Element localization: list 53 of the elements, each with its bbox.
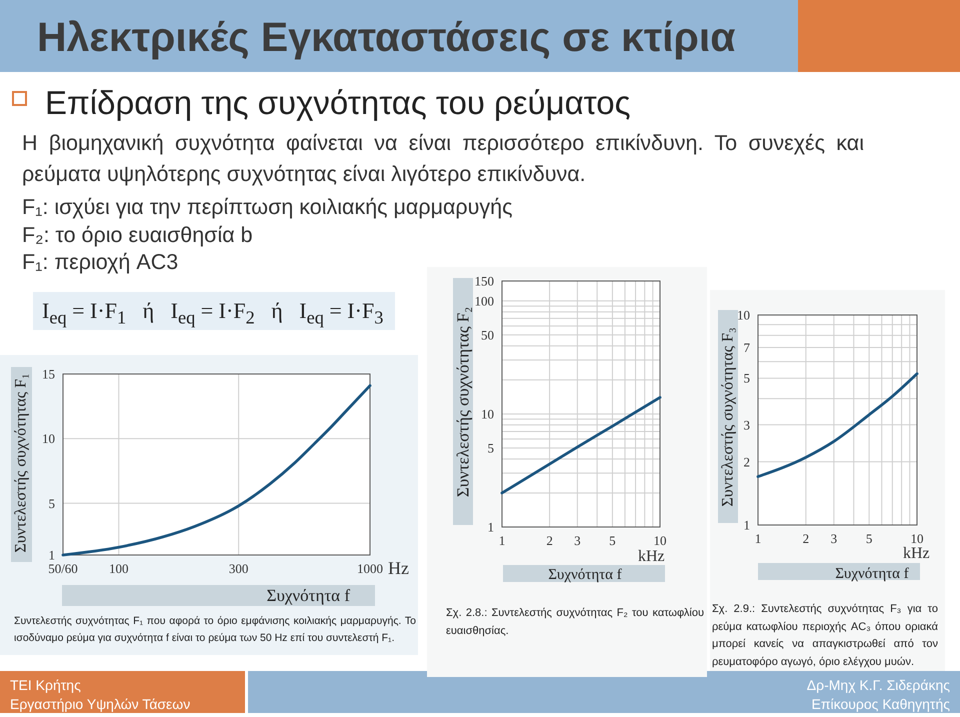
x-tick-label: 3 [574,533,581,548]
y-tick-label: 10 [42,431,55,446]
x-tick-label: 300 [228,561,248,576]
y-tick-label: 3 [744,417,750,432]
text: F₂: το όριο ευαισθησία b [22,223,253,247]
y-tick-label: 10 [481,406,494,422]
x-axis-title: Συχνότητα f [548,567,622,583]
y-axis-title: Συντελεστής συχνότητας F₁ [12,373,30,553]
y-tick-label: 5 [488,440,494,456]
y-tick-label: 100 [474,293,494,308]
x-axis-title: Συχνότητα f [266,586,350,605]
y-tick-label: 1 [48,548,55,562]
text: Επίδραση της συχνότητας του ρεύματος [45,84,630,121]
y-tick-label: 2 [744,454,750,470]
y-tick-label: 15 [42,366,55,382]
x-tick-label: 2 [546,533,553,548]
text: Η βιομηχανική συχνότητα φαίνεται να είναι περισσότερο επικίνδυνη. Το συνεχές και ρεύματα υψηλότερης συχνότητας είναι λιγότερο επικίνδυνα. [22,130,864,188]
y-axis-title: Συντελεστής συχνότητας F₃ [720,327,736,507]
x-axis-title: Συχνότητα f [835,566,909,582]
x-tick-label: 10 [654,533,666,548]
y-tick-label: 5 [744,370,750,386]
text: TEI Κρήτης [10,677,81,693]
text: F₁: περιοχή AC3 [22,250,178,274]
y-tick-label: 50 [481,327,494,342]
text: I$_{eq}$ = I·F$_{1}$ ή I$_{eq}$ = I·F$_{2}$ ή I$_{eq}$ = I·F$_{3}$ [42,298,384,328]
x-tick-label: 3 [830,531,838,546]
text: Hz [388,558,409,578]
text: Εργαστήριο Υψηλών Τάσεων [10,696,190,712]
y-tick-label: 7 [744,340,750,356]
x-tick-label: 100 [108,561,128,576]
y-tick-label: 1 [488,520,494,534]
y-axis-title: Συντελεστής συχνότητας F₂ [454,306,472,498]
x-tick-label: 1 [754,531,762,546]
y-tick-label: 10 [737,308,750,322]
text: kHz [638,548,665,565]
x-tick-label: 1 [498,533,506,548]
text: Δρ-Μηχ Κ.Γ. Σιδεράκης [806,677,950,693]
text: Συντελεστής συχνότητας F₁ που αφορά το όριο εμφάνισης κοιλιακής μαρμαρυγής. Το ισοδύναμο ρεύμα για συχνότητα f είναι το ρεύμα των 50 Hz επί του συντελεστή F₁. [14,614,416,646]
text: Σχ. 2.9.: Συντελεστής συχνότητας F₃ για το ρεύμα κατωφλίου περιοχής AC₃ όπου οριακά μπορεί κανείς να απαγκιστρωθεί από τον ρευματοφόρο αγωγό, όριο ελέγχου μυών. [712,602,938,670]
y-tick-label: 1 [744,518,750,532]
text: Επίκουρος Καθηγητής [812,696,950,712]
y-tick-label: 150 [474,274,494,288]
x-tick-label: 2 [802,531,810,546]
y-tick-label: 5 [48,496,55,511]
text: Σχ. 2.8.: Συντελεστής συχνότητας F₂ του κατωφλίου ευαισθησίας. [446,606,704,639]
text: kHz [903,545,930,562]
text: F₁: ισχύει για την περίπτωση κοιλιακής μαρμαρυγής [22,195,512,219]
x-tick-label: 5 [866,531,872,546]
x-tick-label: 1000 [357,561,383,576]
x-tick-label: 50/60 [48,561,78,576]
x-tick-label: 5 [609,533,616,548]
x-tick-label: 10 [910,531,924,546]
text: Ηλεκτρικές Εγκαταστάσεις σε κτίρια [37,14,736,60]
